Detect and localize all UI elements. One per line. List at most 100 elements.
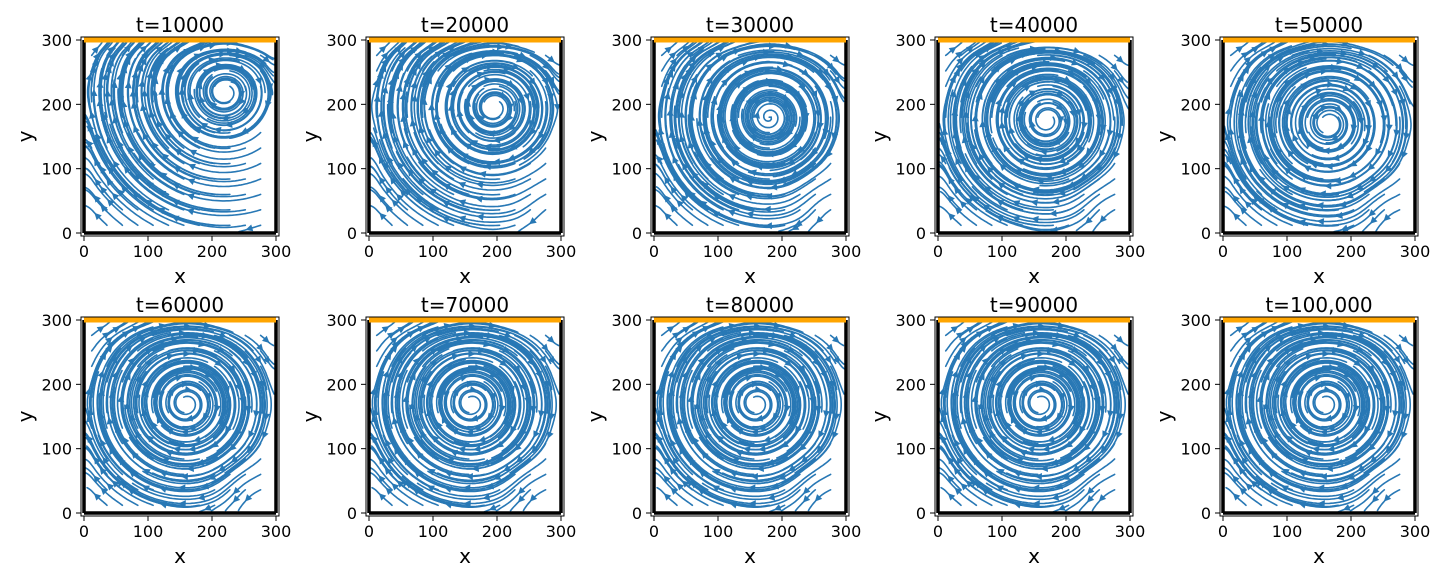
streamline-arrow bbox=[1400, 74, 1408, 83]
streamlines bbox=[654, 40, 846, 233]
streamline-arrow bbox=[961, 135, 969, 144]
streamline-arrow bbox=[262, 356, 270, 364]
streamline-arrow bbox=[501, 345, 510, 353]
streamline-arrow bbox=[788, 331, 797, 338]
panel-9: t=90000 0 100 200 300 0 100 200 300 x y bbox=[867, 293, 1145, 568]
streamline-arrow bbox=[394, 45, 402, 54]
axes-frame bbox=[365, 36, 565, 237]
streamline-arrow bbox=[107, 199, 115, 207]
streamline-arrow bbox=[397, 161, 405, 170]
streamline-arrow bbox=[498, 91, 506, 99]
streamline-arrow bbox=[191, 136, 199, 144]
streamline-arrow bbox=[1275, 94, 1282, 103]
streamline-arrow bbox=[410, 46, 418, 54]
streamline-arrow bbox=[451, 428, 459, 435]
streamline-arrow bbox=[1224, 107, 1232, 115]
streamline-arrow bbox=[390, 336, 398, 345]
y-tick-label: 0 bbox=[916, 224, 926, 243]
streamline-arrow bbox=[478, 435, 487, 443]
streamline-arrow bbox=[966, 326, 975, 334]
streamline-arrow bbox=[1257, 114, 1265, 122]
streamline-arrow bbox=[141, 51, 149, 60]
streamline-arrow bbox=[784, 41, 793, 49]
streamline-arrow bbox=[764, 222, 772, 230]
streamline-arrow bbox=[1055, 482, 1064, 490]
streamline-arrow bbox=[745, 98, 753, 106]
streamline-arrow bbox=[1032, 500, 1040, 508]
streamline-arrow bbox=[1393, 129, 1401, 137]
streamline-arrow bbox=[1353, 359, 1362, 367]
streamline-arrow bbox=[218, 331, 227, 338]
streamline-arrow bbox=[527, 358, 534, 366]
streamline-arrow bbox=[444, 501, 453, 509]
streamline-arrow bbox=[832, 55, 840, 63]
streamline-arrow bbox=[791, 223, 800, 230]
streamline-arrow bbox=[728, 194, 737, 201]
streamline-arrow bbox=[712, 468, 721, 476]
streamline-arrow bbox=[656, 155, 664, 164]
streamline-arrow bbox=[1267, 206, 1276, 213]
streamline-arrow bbox=[189, 149, 198, 157]
streamline-arrow bbox=[697, 46, 706, 54]
streamline-arrow bbox=[476, 181, 484, 189]
y-tick-label: 300 bbox=[1180, 311, 1211, 330]
panel-title: t=100,000 bbox=[1265, 293, 1372, 317]
y-tick-label: 0 bbox=[1201, 504, 1211, 523]
streamline-arrow bbox=[113, 160, 120, 169]
streamline-arrow bbox=[1013, 501, 1022, 509]
streamline-arrow bbox=[94, 212, 102, 221]
streamline-arrow bbox=[378, 493, 387, 501]
streamline-arrow bbox=[1085, 216, 1093, 224]
streamline-arrow bbox=[186, 193, 195, 200]
streamline-arrow bbox=[1096, 358, 1103, 366]
streamline-arrow bbox=[201, 482, 210, 490]
streamline-arrow bbox=[1327, 445, 1335, 453]
streamline-arrow bbox=[1117, 412, 1125, 421]
streamline-arrow bbox=[482, 493, 491, 501]
streamline-arrow bbox=[161, 153, 170, 161]
streamline-arrow bbox=[496, 440, 504, 448]
streamline-arrow bbox=[505, 419, 513, 428]
streamline-arrow bbox=[1031, 215, 1039, 223]
streamline-arrow bbox=[1395, 343, 1403, 352]
y-tick-label: 300 bbox=[326, 31, 357, 50]
streamline-arrow bbox=[463, 500, 471, 508]
streamline-arrow bbox=[802, 486, 811, 495]
streamline-arrow bbox=[1070, 58, 1079, 66]
y-axis-label: y bbox=[13, 130, 37, 142]
streamline-arrow bbox=[1368, 209, 1377, 217]
streamline-arrow bbox=[409, 119, 417, 127]
streamline-arrow bbox=[1348, 171, 1357, 178]
streamline-arrow bbox=[824, 355, 832, 364]
streamline-arrow bbox=[214, 359, 223, 367]
y-axis-label: y bbox=[13, 410, 37, 422]
streamline-arrow bbox=[442, 52, 450, 60]
streamline-arrow bbox=[101, 72, 109, 81]
streamline-arrow bbox=[1025, 335, 1033, 343]
streamline-arrow bbox=[672, 456, 680, 465]
streamline-arrow bbox=[666, 326, 675, 333]
streamline-arrow bbox=[799, 443, 807, 451]
streamline-arrow bbox=[1400, 335, 1409, 344]
panel-title: t=20000 bbox=[421, 13, 509, 37]
streamline-arrow bbox=[473, 445, 481, 453]
streamline-arrow bbox=[1345, 104, 1352, 112]
streamline-arrow bbox=[444, 165, 453, 173]
streamline-arrow bbox=[1096, 163, 1104, 171]
x-tick-label: 200 bbox=[767, 522, 798, 541]
streamline-arrow bbox=[442, 216, 450, 223]
streamline-arrow bbox=[1285, 435, 1294, 443]
streamline-arrow bbox=[1389, 370, 1396, 379]
streamline-arrow bbox=[1298, 219, 1306, 227]
panel-4: t=40000 0 100 200 300 0 100 200 300 x y bbox=[867, 13, 1145, 288]
streamline-arrow bbox=[468, 113, 475, 122]
streamline-arrow bbox=[667, 370, 675, 379]
streamline-arrow bbox=[1073, 47, 1081, 54]
streamline-arrow bbox=[982, 204, 991, 212]
y-tick-label: 300 bbox=[895, 311, 926, 330]
streamline-arrow bbox=[680, 194, 689, 203]
streamline-arrow bbox=[458, 181, 467, 189]
x-tick-label: 0 bbox=[1218, 522, 1228, 541]
streamline-arrow bbox=[1393, 355, 1401, 364]
streamline-arrow bbox=[670, 487, 679, 495]
